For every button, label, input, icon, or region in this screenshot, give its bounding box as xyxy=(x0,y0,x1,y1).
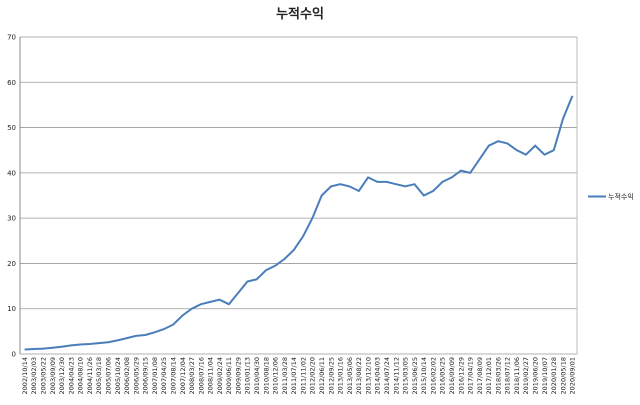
x-tick-label: 2004/04/23 xyxy=(67,357,75,394)
x-tick-label: 2018/11/06 xyxy=(513,357,521,394)
x-tick-label: 2009/02/24 xyxy=(216,357,224,394)
x-tick-label: 2019/06/20 xyxy=(532,357,540,394)
x-tick-label: 2010/01/13 xyxy=(244,357,252,394)
x-tick-label: 2012/02/20 xyxy=(309,357,317,394)
x-tick-label: 2006/02/08 xyxy=(123,357,131,394)
x-tick-label: 2003/12/30 xyxy=(58,357,66,394)
x-tick-label: 2007/04/25 xyxy=(160,357,168,394)
x-tick-label: 2011/11/02 xyxy=(299,357,307,394)
x-tick-label: 2004/08/10 xyxy=(77,357,85,394)
x-tick-label: 2017/04/19 xyxy=(467,357,475,394)
x-tick-label: 2010/04/30 xyxy=(253,357,261,394)
x-tick-label: 2014/11/12 xyxy=(392,357,400,394)
x-tick-label: 2014/04/03 xyxy=(374,357,382,394)
x-tick-label: 2008/07/16 xyxy=(197,357,205,394)
x-tick-label: 2009/09/29 xyxy=(234,357,242,394)
x-tick-label: 2013/08/22 xyxy=(355,357,363,394)
x-tick-label: 2006/09/15 xyxy=(142,357,150,394)
x-tick-label: 2016/05/25 xyxy=(439,357,447,394)
y-tick-label: 20 xyxy=(7,260,16,268)
x-tick-label: 2013/01/16 xyxy=(337,357,345,394)
x-tick-label: 2010/12/06 xyxy=(272,357,280,394)
y-tick-label: 0 xyxy=(12,351,16,359)
x-tick-label: 2015/03/05 xyxy=(402,357,410,394)
x-tick-label: 2012/09/25 xyxy=(327,357,335,394)
x-tick-label: 2002/10/14 xyxy=(21,357,29,394)
x-tick-label: 2015/10/14 xyxy=(420,357,428,394)
y-tick-label: 70 xyxy=(7,34,16,42)
y-tick-label: 50 xyxy=(7,124,16,132)
x-tick-label: 2016/02/02 xyxy=(429,357,437,394)
x-tick-label: 2010/08/18 xyxy=(262,357,270,394)
x-tick-label: 2009/06/11 xyxy=(225,357,233,394)
y-tick-label: 60 xyxy=(7,79,16,87)
x-tick-label: 2011/03/28 xyxy=(281,357,289,394)
x-tick-label: 2020/01/28 xyxy=(550,357,558,394)
x-tick-label: 2006/05/29 xyxy=(132,357,140,394)
x-tick-label: 2007/01/08 xyxy=(151,357,159,394)
x-tick-label: 2016/12/29 xyxy=(457,357,465,394)
x-tick-label: 2014/07/24 xyxy=(383,357,391,394)
x-tick-label: 2017/08/09 xyxy=(476,357,484,394)
y-tick-label: 30 xyxy=(7,215,16,223)
data-line xyxy=(24,95,574,351)
x-tick-label: 2019/10/07 xyxy=(541,357,549,394)
x-tick-label: 2013/12/10 xyxy=(364,357,372,394)
x-tick-label: 2003/05/22 xyxy=(40,357,48,394)
x-tick-label: 2008/11/04 xyxy=(207,357,215,394)
x-tick-label: 2004/11/26 xyxy=(86,357,94,394)
x-tick-label: 2003/09/09 xyxy=(49,357,57,394)
x-tick-label: 2016/09/09 xyxy=(448,357,456,394)
x-tick-label: 2005/07/06 xyxy=(104,357,112,394)
y-tick-label: 10 xyxy=(7,305,16,313)
x-tick-label: 2013/05/06 xyxy=(346,357,354,394)
legend-label: 누적수익 xyxy=(608,192,634,201)
y-tick-label: 40 xyxy=(7,169,16,177)
x-tick-label: 2015/06/25 xyxy=(411,357,419,394)
x-tick-label: 2020/09/01 xyxy=(569,357,577,394)
x-tick-label: 2005/10/24 xyxy=(114,357,122,394)
x-tick-label: 2011/07/14 xyxy=(290,357,298,394)
x-tick-label: 2008/03/27 xyxy=(188,357,196,394)
x-tick-label: 2007/08/14 xyxy=(169,357,177,394)
chart-title: 누적수익 xyxy=(276,6,324,22)
x-tick-label: 2019/02/27 xyxy=(522,357,530,394)
x-tick-label: 2017/12/01 xyxy=(485,357,493,394)
x-tick-label: 2005/03/18 xyxy=(95,357,103,394)
x-tick-label: 2003/02/03 xyxy=(30,357,38,394)
x-tick-label: 2007/12/04 xyxy=(179,357,187,394)
x-tick-label: 2012/06/11 xyxy=(318,357,326,394)
x-tick-label: 2018/07/12 xyxy=(504,357,512,394)
x-tick-label: 2020/05/18 xyxy=(559,357,567,394)
x-tick-label: 2018/03/26 xyxy=(494,357,502,394)
